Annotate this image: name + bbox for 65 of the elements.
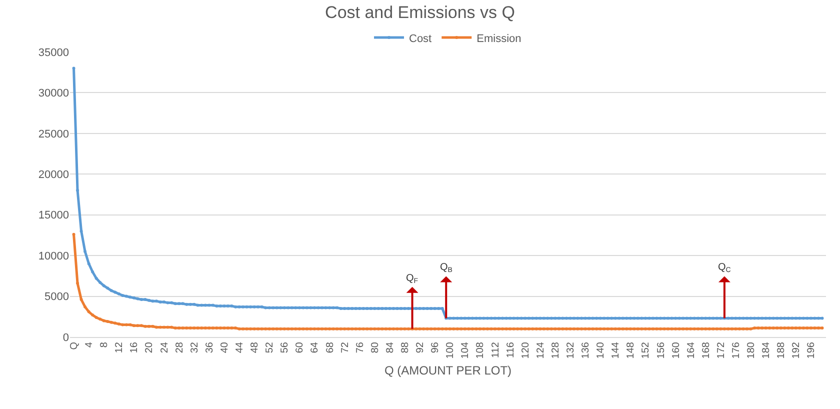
x-tick-label: 60 [294,342,306,354]
x-tick-label: 188 [776,342,788,359]
x-axis-title: Q (AMOUNT PER LOT) [384,364,512,378]
x-tick-label: 192 [791,342,802,359]
x-tick-label: 164 [686,342,697,359]
x-tick-label: 72 [340,342,351,354]
y-tick-label: 5000 [44,291,69,304]
x-tick-label: 52 [264,342,276,354]
x-tick-label: 88 [400,342,411,354]
x-tick-label: 36 [204,342,216,354]
x-tick-label: 32 [189,342,200,354]
y-tick-label: 20000 [38,168,69,181]
x-tick-label: 140 [596,342,607,359]
x-tick-label: 44 [234,342,246,354]
x-tick-label: 4 [84,342,96,348]
y-tick-label: 35000 [38,46,69,59]
x-tick-label: 68 [324,342,336,354]
x-tick-label: 76 [354,342,366,354]
x-tick-label: 84 [384,342,396,354]
annotation: Q$_{C}$ [718,262,731,274]
y-tick-label: 0 [62,332,69,344]
x-tick-label: 12 [114,342,126,354]
x-tick-label: 116 [505,342,516,358]
x-tick-label: 92 [415,342,426,354]
x-tick-label: 152 [640,342,652,359]
x-tick-label: 168 [700,342,712,359]
y-tick-label: 30000 [38,88,69,100]
x-tick-label: 96 [430,342,442,354]
x-tick-label: 8 [99,342,110,348]
x-tick-label: Q [69,342,80,350]
x-tick-label: 180 [746,342,758,359]
y-tick-label: 10000 [38,250,69,262]
x-tick-label: 184 [761,342,772,359]
x-tick-label: 120 [520,342,532,359]
y-tick-label: 25000 [38,128,69,140]
x-tick-label: 156 [656,342,667,359]
x-tick-label: 128 [550,342,562,359]
x-tick-label: 28 [174,342,186,354]
x-tick-label: 148 [626,342,637,359]
legend-label: Cost [409,32,432,45]
chart-title: Cost and Emissions vs Q [325,3,515,22]
x-tick-label: 20 [144,342,156,354]
x-tick-label: 64 [310,342,321,354]
x-tick-label: 124 [535,342,546,359]
x-tick-label: 132 [565,342,576,359]
x-tick-label: 16 [129,342,140,354]
x-tick-label: 40 [219,342,230,354]
x-tick-label: 112 [490,342,502,358]
x-tick-label: 176 [730,342,742,359]
x-tick-label: 56 [280,342,291,354]
x-tick-label: 172 [716,342,727,359]
x-tick-label: 144 [610,342,622,359]
x-tick-label: 80 [370,342,381,354]
x-tick-label: 48 [250,342,261,354]
x-tick-label: 108 [475,342,486,359]
y-tick-label: 15000 [38,210,69,222]
x-tick-label: 24 [159,342,170,354]
x-tick-label: 160 [670,342,682,359]
x-tick-label: 196 [806,342,818,359]
annotation: Q$_{F}$ [406,273,418,286]
x-tick-label: 100 [445,342,456,359]
x-tick-label: 104 [460,342,472,359]
annotation: Q$_{B}$ [440,262,453,274]
legend-label: Emission [476,32,522,45]
x-tick-label: 136 [580,342,592,359]
